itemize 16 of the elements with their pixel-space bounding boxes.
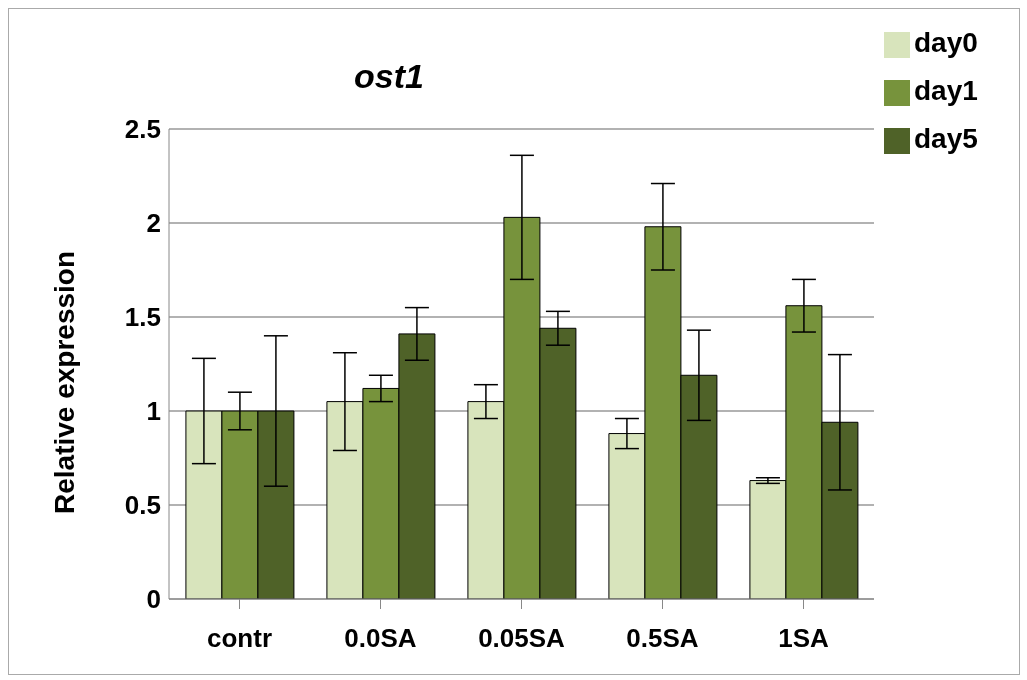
y-tick-label: 2 — [146, 208, 161, 239]
x-tick-label: 0.5SA — [626, 623, 699, 654]
y-axis-title: Relative expression — [48, 250, 80, 514]
y-tick-label: 0.5 — [124, 490, 161, 521]
legend-label: day1 — [914, 75, 978, 106]
y-tick-label: 1.5 — [124, 302, 161, 333]
x-tick-label: 0.0SA — [344, 623, 417, 654]
legend-label: day0 — [914, 27, 978, 58]
chart-title: ost1 — [353, 57, 425, 96]
y-tick-label: 1 — [146, 396, 161, 427]
x-tick-label: 1SA — [778, 623, 830, 654]
x-tick-label: contr — [207, 623, 272, 654]
legend-label: day5 — [914, 123, 978, 154]
y-tick-label: 2.5 — [124, 114, 161, 145]
y-tick-label: 0 — [146, 584, 161, 615]
x-tick-label: 0.05SA — [478, 623, 566, 654]
